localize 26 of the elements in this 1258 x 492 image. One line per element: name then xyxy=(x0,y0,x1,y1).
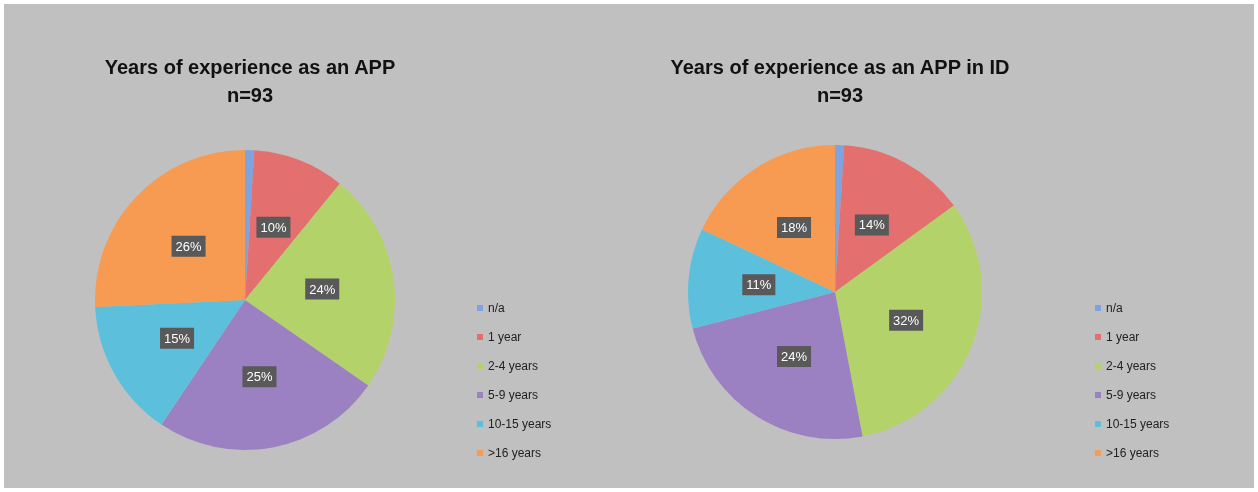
legend-label: 5-9 years xyxy=(488,388,539,402)
data-label: 10% xyxy=(260,219,287,235)
data-label: 32% xyxy=(893,312,920,328)
legend-label: n/a xyxy=(488,301,506,315)
legend-label: 10-15 years xyxy=(1106,417,1170,431)
data-label: 26% xyxy=(175,238,203,254)
legend-label: n/a xyxy=(1106,301,1124,315)
chart-subtitle: n=93 xyxy=(226,84,274,106)
legend-label: 1 year xyxy=(488,330,522,344)
chart-title: Years of experience as an APP xyxy=(104,56,396,78)
data-label: 11% xyxy=(746,277,772,293)
legend-label: 5-9 years xyxy=(1106,388,1157,402)
legend-label: 2-4 years xyxy=(1106,359,1157,373)
legend-label: >16 years xyxy=(488,446,542,460)
data-label: 14% xyxy=(858,217,886,233)
data-label: 15% xyxy=(164,330,191,346)
chart-title: Years of experience as an APP in ID xyxy=(670,56,1010,78)
data-label: 18% xyxy=(780,219,808,235)
data-label: 25% xyxy=(246,369,273,385)
legend-label: >16 years xyxy=(1106,446,1160,460)
legend-label: 2-4 years xyxy=(488,359,539,373)
data-label: 24% xyxy=(309,281,336,297)
chart-subtitle: n=93 xyxy=(816,84,864,106)
legend-label: 10-15 years xyxy=(488,417,552,431)
data-label: 24% xyxy=(780,349,808,365)
legend-label: 1 year xyxy=(1106,330,1140,344)
